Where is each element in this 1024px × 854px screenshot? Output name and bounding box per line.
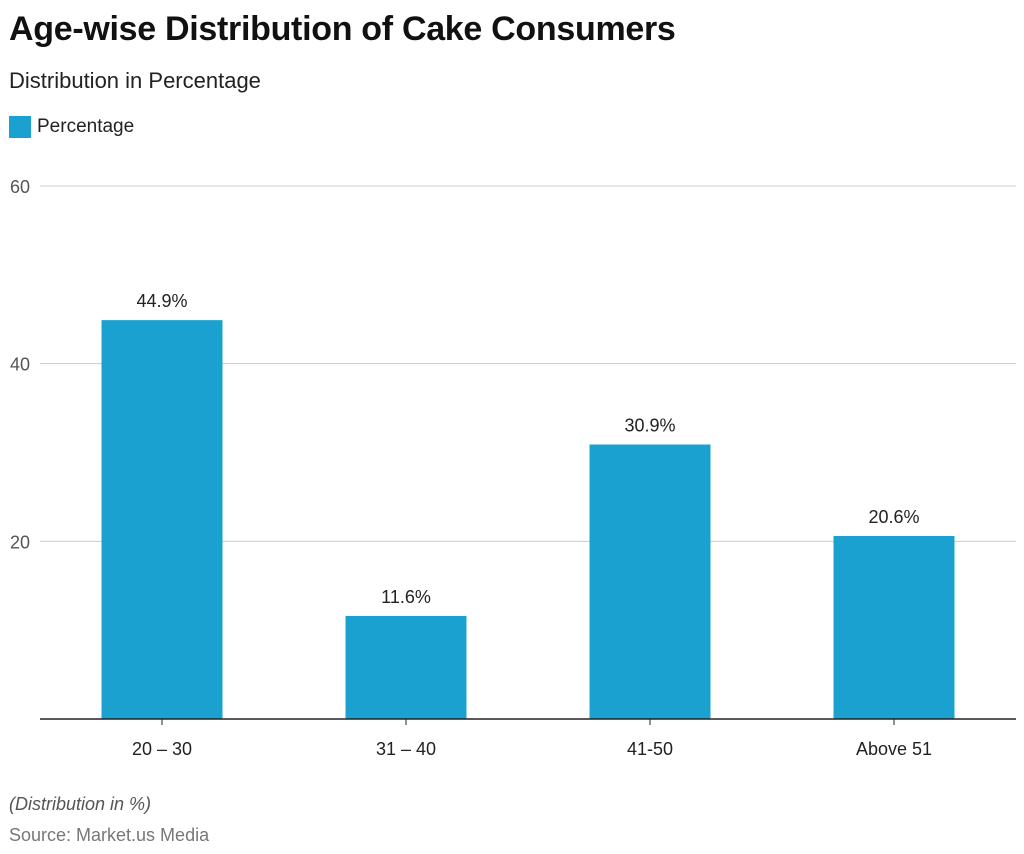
bar xyxy=(101,320,223,719)
y-tick-label: 40 xyxy=(10,355,30,375)
data-label: 11.6% xyxy=(381,587,431,607)
x-tick-label: 20 – 30 xyxy=(132,739,192,759)
y-tick-label: 20 xyxy=(10,532,30,552)
source-text: Source: Market.us Media xyxy=(9,825,210,845)
data-label: 30.9% xyxy=(624,416,675,436)
data-label: 44.9% xyxy=(136,291,187,311)
bar xyxy=(833,536,955,719)
data-label: 20.6% xyxy=(868,507,919,527)
chart-title: Age-wise Distribution of Cake Consumers xyxy=(9,10,676,48)
legend-label: Percentage xyxy=(37,116,135,137)
y-tick-label: 60 xyxy=(10,177,30,197)
legend: Percentage xyxy=(9,116,134,138)
footnote: (Distribution in %) xyxy=(9,794,152,814)
x-tick-label: Above 51 xyxy=(856,739,932,759)
bar xyxy=(345,615,467,719)
chart-subtitle: Distribution in Percentage xyxy=(9,68,261,93)
legend-swatch xyxy=(9,116,31,138)
x-tick-label: 41-50 xyxy=(627,739,673,759)
x-tick-label: 31 – 40 xyxy=(376,739,436,759)
bar xyxy=(589,444,711,719)
